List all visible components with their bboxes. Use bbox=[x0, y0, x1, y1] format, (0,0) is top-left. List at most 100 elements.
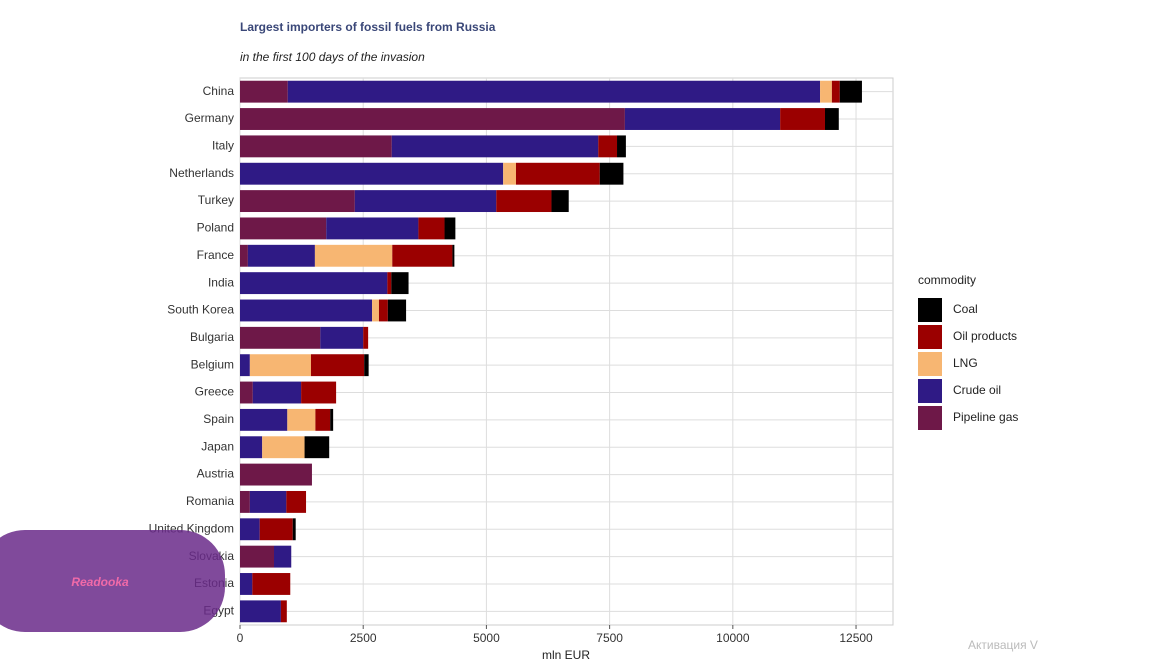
bar-segment bbox=[240, 135, 392, 158]
bar-segment bbox=[240, 381, 253, 404]
bar-segment bbox=[503, 162, 516, 185]
y-tick-label: Belgium bbox=[191, 357, 234, 371]
bar-segment bbox=[240, 326, 321, 349]
bar-segment bbox=[304, 436, 330, 459]
y-tick-label: Turkey bbox=[198, 193, 234, 207]
bar-segment bbox=[780, 108, 825, 130]
bar-segment bbox=[280, 600, 287, 623]
bar-segment bbox=[598, 135, 618, 158]
y-tick-label: Netherlands bbox=[169, 166, 234, 180]
bar-segment bbox=[240, 545, 275, 568]
bar-segment bbox=[240, 354, 250, 377]
bar-segment bbox=[252, 573, 291, 595]
bar-segment bbox=[249, 490, 287, 513]
legend-label: LNG bbox=[953, 356, 978, 370]
bar-segment bbox=[391, 135, 599, 158]
bar-segment bbox=[599, 162, 624, 185]
legend-label: Crude oil bbox=[953, 383, 1001, 397]
bar-segment bbox=[392, 244, 453, 267]
legend-key bbox=[918, 379, 942, 403]
bar-segment bbox=[240, 244, 248, 267]
bar-segment bbox=[496, 190, 552, 213]
bar-segment bbox=[240, 80, 288, 103]
x-tick-label: 2500 bbox=[350, 631, 377, 645]
bar-segment bbox=[314, 244, 393, 267]
bar-segment bbox=[378, 299, 388, 322]
bar-segment bbox=[240, 162, 504, 185]
bar-segment bbox=[240, 600, 281, 623]
bar-segment bbox=[301, 381, 337, 404]
plot-area: 0 2500 5000 7500 10000 12500 China Germany Italy… bbox=[149, 77, 894, 645]
bar-segment bbox=[292, 518, 296, 541]
bar-segment bbox=[839, 80, 862, 103]
y-tick-label: France bbox=[197, 248, 235, 262]
y-tick-label: India bbox=[208, 275, 234, 289]
bar-segment bbox=[287, 408, 316, 431]
bar-segment bbox=[418, 217, 445, 240]
bar-segment bbox=[624, 108, 781, 130]
y-tick-label: Bulgaria bbox=[190, 330, 234, 344]
bar-segment bbox=[363, 326, 369, 349]
x-tick-label: 5000 bbox=[473, 631, 500, 645]
bar-segment bbox=[326, 217, 419, 240]
x-tick-label: 7500 bbox=[596, 631, 623, 645]
bar-segment bbox=[252, 381, 302, 404]
bar-segment bbox=[274, 545, 292, 568]
bar-segment bbox=[831, 80, 840, 103]
legend-key bbox=[918, 406, 942, 430]
bar-segment bbox=[310, 354, 365, 377]
x-tick-label: 0 bbox=[237, 631, 244, 645]
bar-segment bbox=[820, 80, 832, 103]
bar-segment bbox=[824, 108, 839, 130]
bar-segment bbox=[287, 80, 821, 103]
bar-segment bbox=[617, 135, 626, 158]
bar-segment bbox=[387, 272, 392, 295]
x-tick-label: 10000 bbox=[716, 631, 750, 645]
bar-segment bbox=[551, 190, 569, 213]
y-tick-label: Spain bbox=[203, 412, 234, 426]
x-tick-label: 12500 bbox=[839, 631, 873, 645]
watermark: Активация V bbox=[968, 638, 1038, 652]
bar-segment bbox=[240, 272, 388, 295]
y-tick-label: Japan bbox=[201, 439, 234, 453]
bar-segment bbox=[315, 408, 331, 431]
logo: Readooka bbox=[0, 530, 225, 632]
y-tick-label: Romania bbox=[186, 494, 234, 508]
bar-segment bbox=[240, 573, 253, 595]
chart-title: Largest importers of fossil fuels from R… bbox=[240, 20, 496, 34]
legend-key bbox=[918, 298, 942, 322]
bar-segment bbox=[240, 436, 263, 459]
legend-title: commodity bbox=[918, 273, 976, 287]
y-tick-label: Austria bbox=[197, 467, 235, 481]
legend-key bbox=[918, 352, 942, 376]
bar-segment bbox=[391, 272, 409, 295]
x-axis-label: mln EUR bbox=[542, 648, 590, 662]
bar-segment bbox=[354, 190, 497, 213]
bar-segment bbox=[452, 244, 455, 267]
bar-segment bbox=[240, 299, 373, 322]
bar-segment bbox=[240, 217, 327, 240]
y-tick-label: South Korea bbox=[167, 303, 234, 317]
bar-segment bbox=[444, 217, 456, 240]
y-tick-label: Greece bbox=[195, 385, 235, 399]
bar-segment bbox=[249, 354, 311, 377]
logo-badge bbox=[0, 530, 225, 632]
bar-segment bbox=[387, 299, 407, 322]
panel bbox=[239, 77, 894, 626]
y-tick-label: China bbox=[203, 84, 235, 98]
bar-segment bbox=[247, 244, 315, 267]
y-tick-label: Germany bbox=[185, 111, 234, 125]
bar-segment bbox=[240, 463, 312, 486]
legend-label: Pipeline gas bbox=[953, 410, 1018, 424]
y-tick-label: Poland bbox=[197, 221, 234, 235]
bar-segment bbox=[240, 108, 625, 130]
bar-segment bbox=[330, 408, 334, 431]
chart-subtitle: in the first 100 days of the invasion bbox=[240, 50, 425, 64]
legend-label: Coal bbox=[953, 302, 978, 316]
y-tick-label: Italy bbox=[212, 139, 234, 153]
bar-segment bbox=[240, 190, 355, 213]
bar-segment bbox=[372, 299, 379, 322]
bar-segment bbox=[240, 408, 288, 431]
bar-segment bbox=[286, 490, 307, 513]
